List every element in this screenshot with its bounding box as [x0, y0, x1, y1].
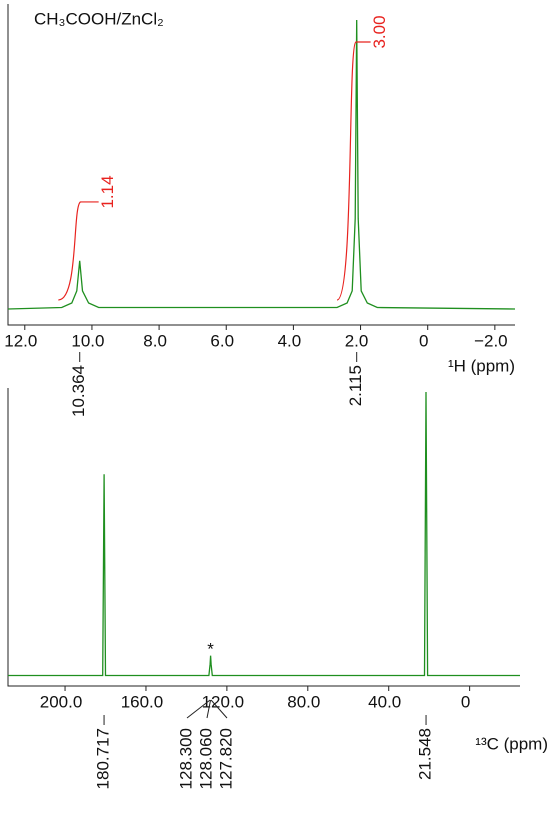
x-tick-label: 10.0	[71, 331, 104, 350]
axis-line	[7, 388, 520, 687]
chart-title: CH₃COOH/ZnCl₂	[34, 9, 164, 28]
x-axis-label: ¹H (ppm)	[448, 356, 515, 375]
spectrum-line	[8, 391, 520, 677]
x-tick-label: 0	[419, 331, 428, 350]
x-tick-label: 2.0	[345, 331, 369, 350]
x-axis-label: ¹³C (ppm)	[475, 734, 548, 753]
x-tick-label: −2.0	[474, 331, 508, 350]
x-tick-label: 8.0	[143, 331, 167, 350]
peak-label: 127.820	[216, 728, 235, 789]
peak-label: 128.300	[176, 728, 195, 789]
peak-connector	[186, 699, 211, 719]
integral-label: 1.14	[98, 175, 117, 208]
x-tick-label: 0	[461, 692, 470, 711]
x-tick-label: 160.0	[121, 692, 164, 711]
x-tick-label: 80.0	[287, 692, 320, 711]
peak-label: 10.364	[69, 365, 88, 417]
x-tick-label: 40.0	[368, 692, 401, 711]
peak-label: 180.717	[94, 728, 113, 789]
integral-curve	[336, 41, 371, 301]
peak-label: 2.115	[346, 365, 365, 406]
integral-label: 3.00	[370, 15, 389, 48]
x-tick-label: 6.0	[210, 331, 234, 350]
peak-connector	[210, 699, 228, 719]
integral-curve	[58, 201, 99, 301]
x-tick-label: 120.0	[202, 692, 245, 711]
peak-connector	[206, 699, 212, 719]
axis-line	[7, 4, 515, 326]
x-tick-label: 200.0	[40, 692, 83, 711]
x-tick-label: 4.0	[278, 331, 302, 350]
x-tick-label: 12.0	[4, 331, 37, 350]
peak-label: 128.060	[196, 728, 215, 789]
peak-label: 21.548	[416, 728, 435, 780]
spectrum-line	[7, 19, 516, 310]
annotation: *	[207, 639, 214, 658]
